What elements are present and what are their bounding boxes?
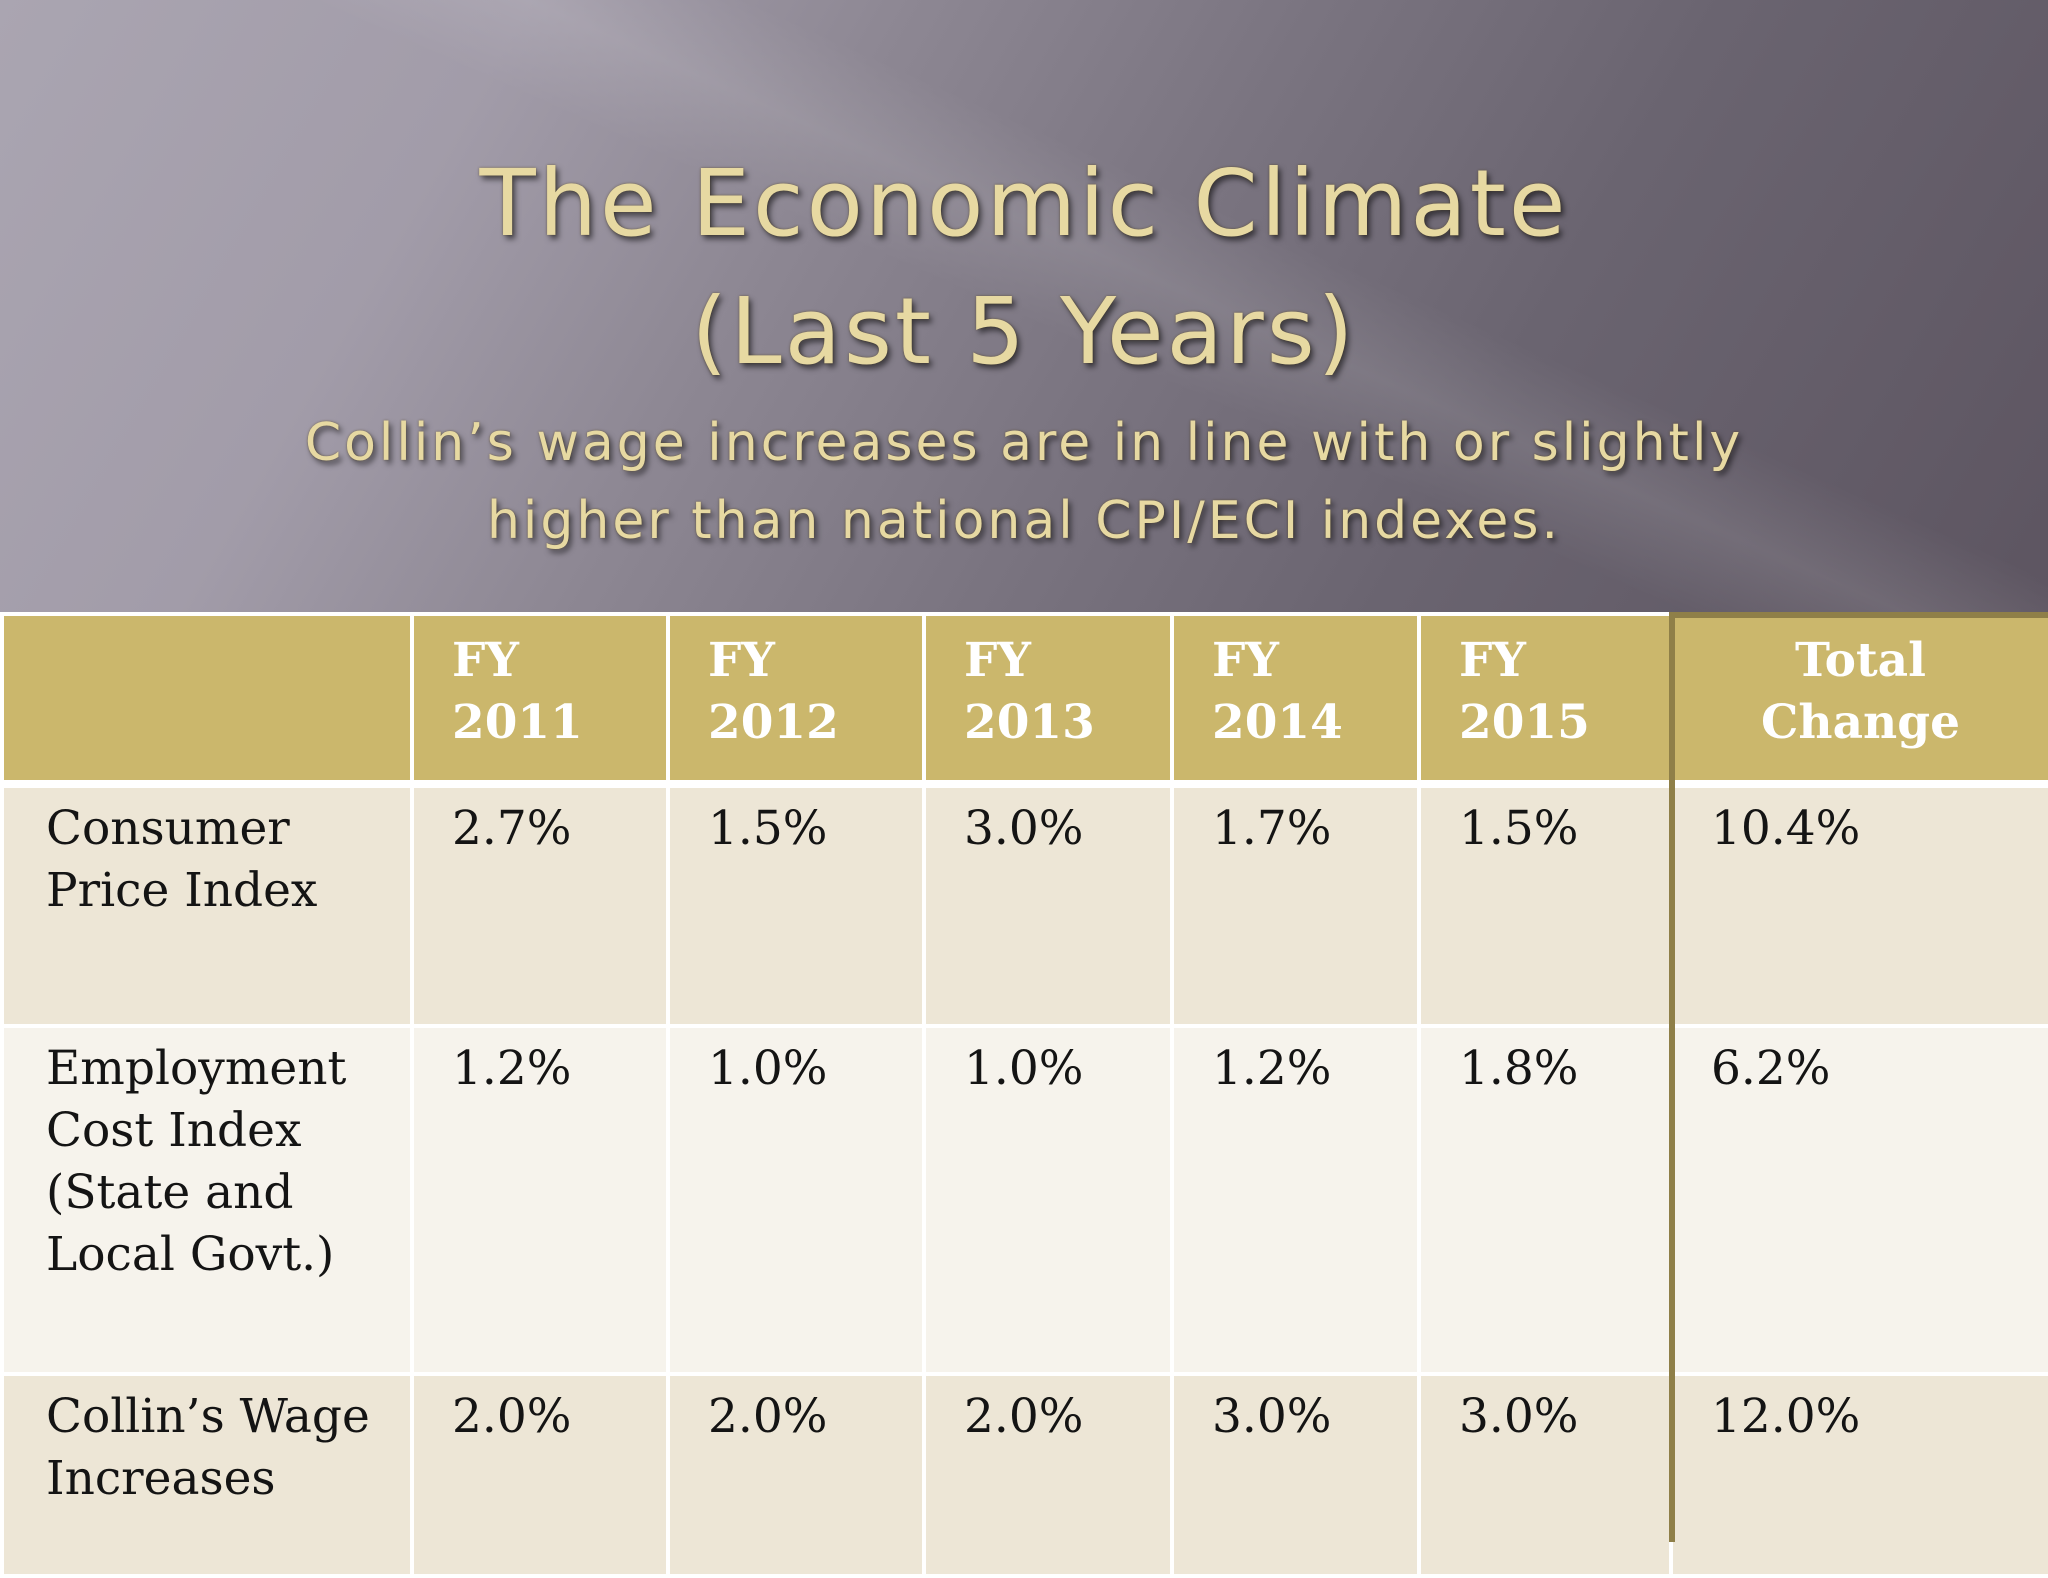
cell-wage-fy2011: 2.0% <box>410 1372 670 1578</box>
cell-wage-fy2014: 3.0% <box>1170 1372 1421 1578</box>
header-label-line2: 2015 <box>1459 695 1590 750</box>
cell-eci-fy2011: 1.2% <box>410 1024 670 1376</box>
header-cell-fy2011: FY 2011 <box>410 612 670 788</box>
header-cell-fy2013: FY 2013 <box>922 612 1174 788</box>
table-row-cpi: Consumer Price Index 2.7% 1.5% 3.0% 1.7%… <box>0 782 2048 1028</box>
cell-wage-fy2015: 3.0% <box>1417 1372 1673 1578</box>
header-label-line1: FY <box>1459 633 1526 688</box>
header-label-line2: 2012 <box>708 695 839 750</box>
cell-wage-fy2013: 2.0% <box>922 1372 1174 1578</box>
slide-subtitle: Collin’s wage increases are in line with… <box>304 413 1744 551</box>
header-label-line1: FY <box>452 633 519 688</box>
header-label-line2: 2014 <box>1212 695 1343 750</box>
slide-title-block: The Economic Climate (Last 5 Years) Coll… <box>0 140 2048 560</box>
header-cell-fy2015: FY 2015 <box>1417 612 1673 788</box>
table-header-row: FY 2011 FY 2012 FY 2013 FY 2014 FY 2015 … <box>0 612 2048 788</box>
cell-eci-total: 6.2% <box>1669 1024 2048 1376</box>
row-label-collin-wage: Collin’s Wage Increases <box>0 1372 414 1578</box>
cell-eci-fy2014: 1.2% <box>1170 1024 1421 1376</box>
table-row-collin-wage: Collin’s Wage Increases 2.0% 2.0% 2.0% 3… <box>0 1372 2048 1578</box>
header-cell-fy2012: FY 2012 <box>666 612 926 788</box>
header-label-line1: Total <box>1795 633 1926 688</box>
cell-eci-fy2012: 1.0% <box>666 1024 926 1376</box>
row-label-eci: Employment Cost Index (State and Local G… <box>0 1024 414 1376</box>
slide-background <box>0 0 2048 612</box>
header-label-line2: 2013 <box>964 695 1095 750</box>
slide-title-line-1: The Economic Climate <box>479 150 1569 257</box>
cell-eci-fy2015: 1.8% <box>1417 1024 1673 1376</box>
header-label-line1: FY <box>964 633 1031 688</box>
cell-cpi-fy2012: 1.5% <box>666 782 926 1028</box>
economic-data-table: FY 2011 FY 2012 FY 2013 FY 2014 FY 2015 … <box>0 612 2048 1578</box>
row-label-cpi: Consumer Price Index <box>0 782 414 1028</box>
header-label-line2: Change <box>1761 695 1960 750</box>
cell-cpi-fy2011: 2.7% <box>410 782 670 1028</box>
header-cell-empty <box>0 612 414 788</box>
header-label-line2: 2011 <box>452 695 583 750</box>
header-label-line1: FY <box>708 633 775 688</box>
header-label-line1: FY <box>1212 633 1279 688</box>
slide-title-line-2: (Last 5 Years) <box>691 278 1357 385</box>
cell-wage-total: 12.0% <box>1669 1372 2048 1578</box>
cell-cpi-total: 10.4% <box>1669 782 2048 1028</box>
cell-wage-fy2012: 2.0% <box>666 1372 926 1578</box>
cell-cpi-fy2014: 1.7% <box>1170 782 1421 1028</box>
cell-cpi-fy2013: 3.0% <box>922 782 1174 1028</box>
table-row-eci: Employment Cost Index (State and Local G… <box>0 1024 2048 1376</box>
header-cell-fy2014: FY 2014 <box>1170 612 1421 788</box>
cell-cpi-fy2015: 1.5% <box>1417 782 1673 1028</box>
cell-eci-fy2013: 1.0% <box>922 1024 1174 1376</box>
header-cell-total-change: Total Change <box>1669 612 2048 788</box>
